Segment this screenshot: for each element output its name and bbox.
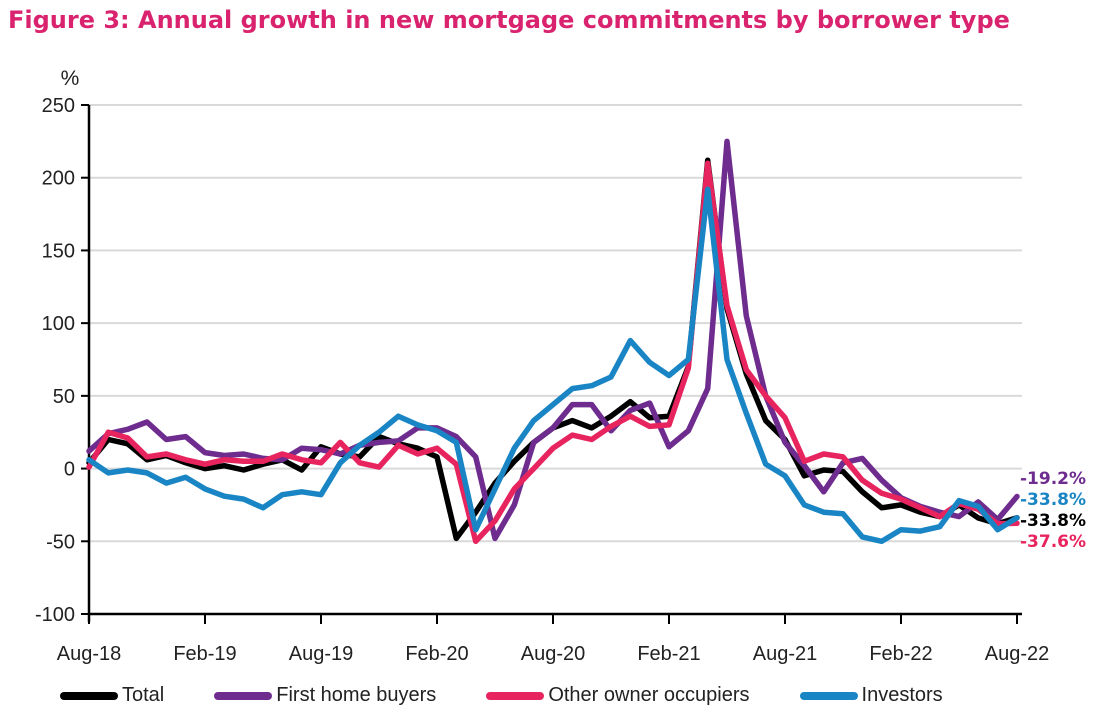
legend-item-other-owner-occupiers: Other owner occupiers	[486, 684, 750, 707]
x-tick-label: Aug-19	[289, 643, 354, 665]
legend-item-first-home-buyers: First home buyers	[214, 684, 436, 707]
legend-swatch-first-home-buyers	[214, 691, 273, 700]
y-tick-label: 0	[64, 459, 75, 481]
axes	[81, 104, 1022, 624]
x-tick-label: Aug-20	[521, 643, 586, 665]
legend-label-first-home-buyers: First home buyers	[276, 684, 437, 706]
legend-label-total: Total	[122, 684, 165, 706]
y-tick-label: 250	[42, 95, 75, 117]
y-tick-label: 50	[53, 386, 75, 408]
end-label-total: -33.8%	[1020, 511, 1086, 531]
x-tick-label: Feb-19	[173, 643, 236, 665]
series-line-total	[86, 157, 1020, 542]
series-line-first-home-buyers	[86, 138, 1020, 542]
x-tick-label: Aug-21	[753, 643, 818, 665]
legend-swatch-total	[60, 691, 118, 700]
y-tick-label: 200	[42, 168, 75, 190]
series-line-other-owner-occupiers	[86, 160, 1020, 545]
legend-label-investors: Investors	[861, 684, 943, 706]
legend-item-total: Total	[60, 684, 164, 707]
end-labels: -19.2%-33.8%-33.8%-37.6%	[1020, 469, 1086, 552]
end-label-other-owner-occupiers: -37.6%	[1020, 532, 1086, 552]
figure-title: Figure 3: Annual growth in new mortgage …	[8, 6, 1010, 34]
legend-item-investors: Investors	[799, 684, 943, 707]
x-tick-label: Aug-22	[985, 643, 1050, 665]
series-line-investors	[86, 186, 1020, 545]
y-tick-label: -50	[46, 531, 75, 553]
gridlines	[89, 104, 1022, 543]
y-tick-label: -100	[35, 604, 75, 626]
x-tick-label: Feb-22	[869, 643, 932, 665]
y-unit-label: %	[61, 67, 80, 90]
end-label-first-home-buyers: -19.2%	[1020, 469, 1086, 489]
y-tick-label: 150	[42, 240, 75, 262]
legend-swatch-investors	[799, 691, 858, 700]
end-label-investors: -33.8%	[1020, 490, 1086, 510]
legend-swatch-other-owner-occupiers	[486, 691, 545, 700]
x-tick-label: Aug-18	[57, 643, 122, 665]
tick-labels: 250 200 150 100 50 0 -50 -100% Aug-18 Feb-19 Aug-1…	[35, 67, 1049, 665]
legend: Total First home buyers Other owner occu…	[60, 684, 993, 707]
y-tick-label: 100	[42, 313, 75, 335]
legend-label-other-owner-occupiers: Other owner occupiers	[548, 684, 750, 706]
series-lines	[86, 138, 1020, 545]
x-tick-label: Feb-20	[405, 643, 468, 665]
x-tick-label: Feb-21	[637, 643, 700, 665]
